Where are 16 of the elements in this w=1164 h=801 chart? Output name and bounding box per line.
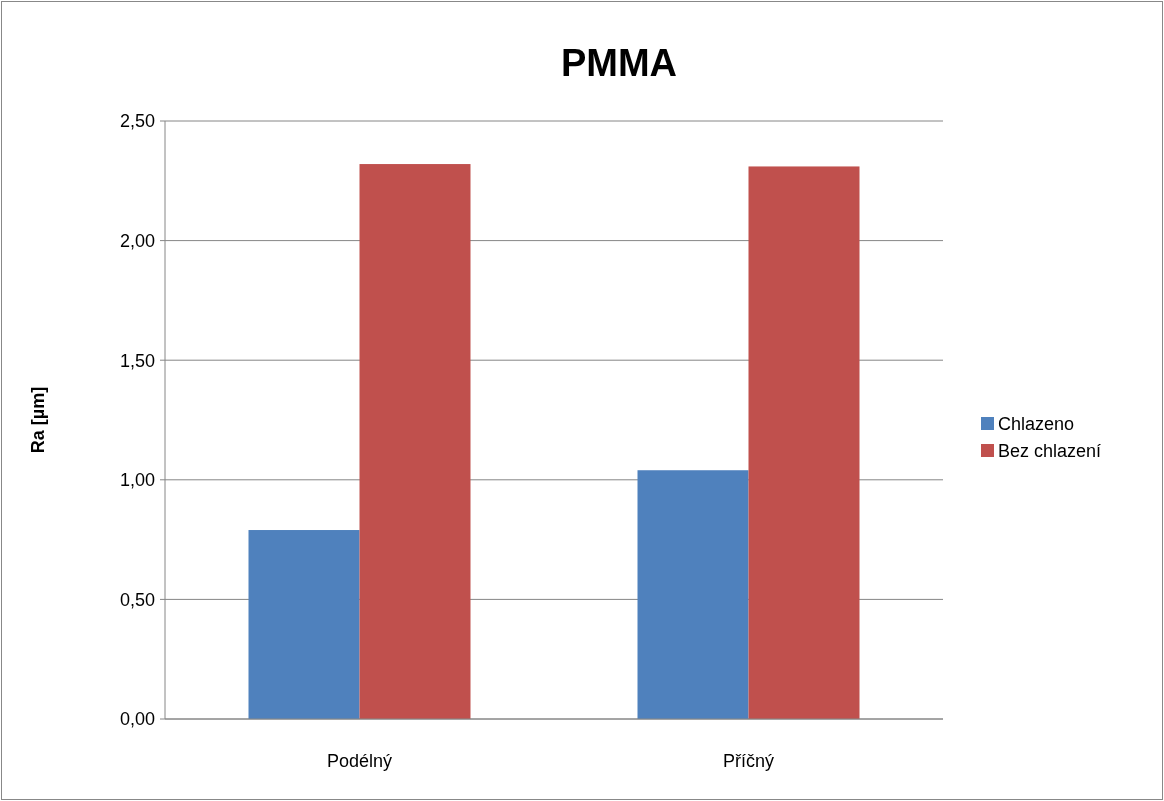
bar [637,470,749,719]
bar [248,530,360,719]
y-tick-label: 1,00 [119,470,155,491]
chart-title: PMMA [560,42,678,84]
y-axis-title: Ra [µm] [28,386,48,454]
y-tick-label: 2,00 [119,230,155,251]
bar [748,166,860,719]
bar [359,164,471,719]
y-tick-label: 2,50 [119,111,155,132]
y-tick-label: 0,00 [119,709,155,730]
legend-label: Bez chlazení [998,441,1102,462]
y-tick-label: 0,50 [119,589,155,610]
y-tick-label: 1,50 [119,350,155,371]
x-tick-label: Příčný [722,751,775,771]
x-tick-label: Podélný [326,751,393,771]
legend-label: Chlazeno [998,414,1075,435]
